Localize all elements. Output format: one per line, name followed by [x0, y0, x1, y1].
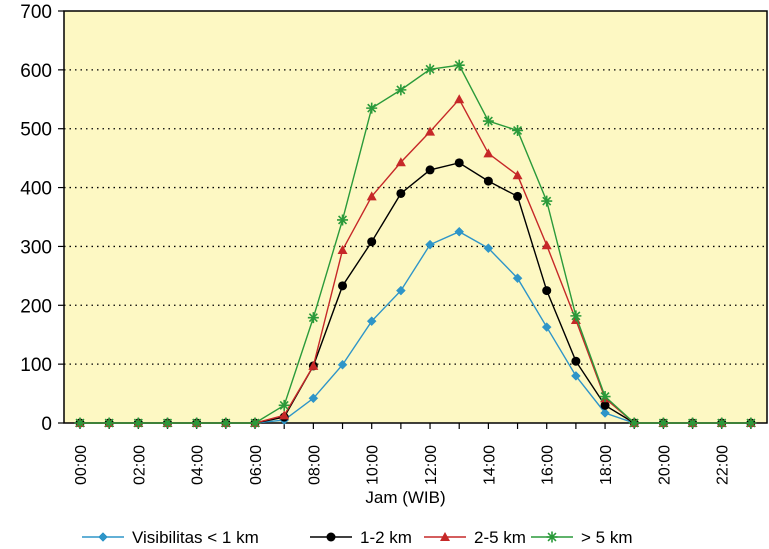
y-tick-label: 700 — [20, 2, 52, 23]
data-point — [308, 393, 319, 404]
data-point — [103, 417, 115, 429]
data-point — [628, 417, 640, 429]
x-tick-label: 08:00 — [306, 445, 323, 485]
data-point — [308, 360, 319, 370]
data-point — [395, 84, 407, 96]
data-point — [191, 417, 203, 429]
data-point — [600, 408, 610, 418]
data-point — [307, 312, 319, 324]
series-group — [74, 59, 757, 429]
data-point — [657, 417, 669, 429]
data-point — [74, 417, 86, 429]
data-point — [425, 126, 436, 136]
data-point — [542, 286, 552, 296]
y-tick-label: 600 — [20, 61, 52, 82]
x-tick-label: 22:00 — [715, 445, 732, 485]
y-tick-label: 100 — [20, 355, 52, 376]
data-point — [338, 281, 348, 291]
data-point — [162, 417, 174, 429]
data-point — [453, 59, 465, 71]
y-tick-label: 500 — [20, 120, 52, 141]
legend: Visibilitas < 1 km 1-2 km 2-5 km > 5 km — [82, 528, 633, 547]
data-point — [483, 148, 494, 158]
data-point — [482, 115, 494, 127]
legend-marker — [440, 532, 450, 541]
data-point — [687, 417, 699, 429]
data-point — [366, 316, 377, 327]
data-point — [249, 417, 261, 429]
data-point — [337, 214, 349, 226]
legend-marker — [98, 532, 108, 542]
legend-label: 2-5 km — [474, 528, 526, 547]
legend-label: 1-2 km — [360, 528, 412, 547]
data-point — [541, 195, 553, 207]
data-point — [571, 356, 581, 366]
x-tick-label: 06:00 — [248, 445, 265, 485]
legend-label: > 5 km — [581, 528, 633, 547]
x-tick-label: 00:00 — [73, 445, 90, 485]
data-point — [424, 63, 436, 75]
series-3 — [74, 59, 757, 429]
data-point — [454, 158, 464, 168]
y-tick-label: 0 — [41, 414, 52, 435]
data-point — [132, 417, 144, 429]
x-axis-title: Jam (WIB) — [365, 488, 445, 507]
legend-item: 2-5 km — [424, 528, 526, 547]
data-point — [513, 191, 523, 201]
data-point — [367, 237, 377, 247]
data-point — [512, 170, 523, 180]
data-point — [483, 176, 493, 186]
data-point — [541, 240, 552, 250]
x-tick-label: 02:00 — [131, 445, 148, 485]
data-point — [745, 417, 757, 429]
data-point — [599, 391, 611, 403]
data-point — [337, 244, 348, 254]
y-tick-label: 300 — [20, 237, 52, 258]
x-axis-ticks: 00:00 02:00 04:00 06:00 08:00 10:00 12:00 14:00… — [73, 423, 752, 485]
legend-marker — [546, 531, 558, 543]
data-point — [600, 400, 610, 410]
x-tick-label: 14:00 — [481, 445, 498, 485]
legend-item: > 5 km — [531, 528, 633, 547]
data-point — [716, 417, 728, 429]
data-point — [396, 188, 406, 198]
data-point — [366, 191, 377, 201]
data-point — [454, 226, 465, 237]
data-point — [366, 102, 378, 114]
data-point — [512, 124, 524, 136]
legend-item: 1-2 km — [310, 528, 412, 547]
data-point — [278, 399, 290, 411]
data-point — [425, 165, 435, 175]
data-point — [425, 239, 435, 250]
data-point — [220, 417, 232, 429]
x-tick-label: 12:00 — [423, 445, 440, 485]
x-tick-label: 04:00 — [190, 445, 207, 485]
x-tick-label: 16:00 — [540, 445, 557, 485]
data-point — [337, 359, 348, 370]
y-axis-ticks: 0 100 200 300 400 500 600 700 — [20, 2, 64, 435]
data-point — [571, 371, 581, 381]
plot-area — [63, 10, 768, 424]
data-point — [570, 310, 582, 322]
x-tick-label: 10:00 — [365, 445, 382, 485]
x-tick-label: 18:00 — [598, 445, 615, 485]
y-tick-label: 400 — [20, 179, 52, 200]
x-tick-label: 20:00 — [656, 445, 673, 485]
data-point — [279, 410, 290, 420]
legend-label: Visibilitas < 1 km — [132, 528, 259, 547]
legend-marker — [326, 532, 336, 542]
data-point — [395, 157, 406, 167]
legend-item: Visibilitas < 1 km — [82, 528, 259, 547]
data-point — [512, 273, 523, 284]
data-point — [454, 94, 465, 104]
data-point — [541, 322, 552, 332]
data-point — [483, 243, 494, 254]
y-tick-label: 200 — [20, 296, 52, 317]
data-point — [396, 285, 406, 296]
